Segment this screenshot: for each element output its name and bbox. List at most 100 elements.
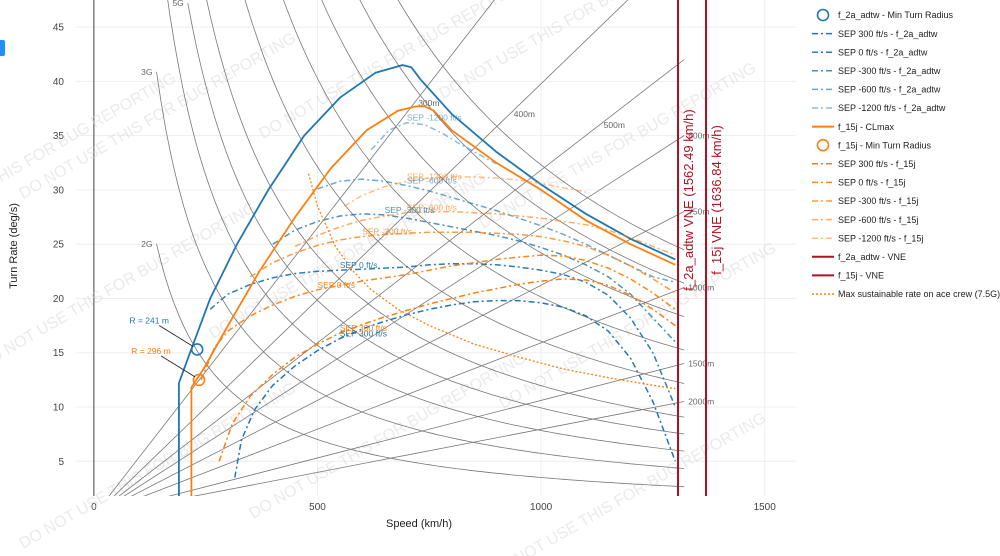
min-turn-radius-annotation: R = 296 m <box>131 346 170 356</box>
legend-label: Max sustainable rate on ace crew (7.5G) <box>838 289 1000 299</box>
sep-line-adtw <box>234 299 677 478</box>
watermark-text: DO NOT USE THIS FOR BUG REPORTING <box>246 350 529 523</box>
y-tick-label: 5 <box>58 457 64 468</box>
min-turn-radius-marker-f15j[interactable] <box>192 373 206 387</box>
x-tick-label: 0 <box>91 502 97 513</box>
annotation-arrow <box>158 325 194 347</box>
g-line-label: 6G <box>190 0 201 1</box>
g-line <box>156 71 685 469</box>
legend-item[interactable]: f_15j - Min Turn Radius <box>816 138 932 152</box>
radius-line-label: 600m <box>688 131 709 141</box>
legend-item[interactable]: f_15j - VNE <box>812 271 884 281</box>
x-tick-label: 1000 <box>530 502 553 513</box>
g-line <box>244 0 685 384</box>
radius-line-label: 1500m <box>688 359 714 369</box>
legend-label: SEP 0 ft/s - f_15j <box>838 178 905 188</box>
g-line-label: 2G <box>141 239 152 249</box>
radius-line <box>118 59 685 496</box>
sep-line-adtw <box>317 178 676 283</box>
sep-line-label: SEP -600 ft/s <box>407 176 457 186</box>
legend-label: f_2a_adtw - Min Turn Radius <box>838 10 954 20</box>
legend-item[interactable]: SEP 300 ft/s - f_15j <box>812 159 915 169</box>
legend-label: f_15j - CLmax <box>838 122 895 132</box>
y-tick-label: 10 <box>53 403 65 414</box>
g-line <box>156 243 685 488</box>
clmax-line-f15j <box>190 105 676 496</box>
legend-marker-swatch <box>816 8 830 22</box>
sep-line-adtw <box>272 213 676 343</box>
watermark-text: DO NOT USE THIS FOR BUG REPORTING <box>496 240 779 413</box>
vne-label-f15j: f_15j VNE (1636.84 km/h) <box>709 125 724 275</box>
y-tick-label: 45 <box>53 23 65 34</box>
legend-item[interactable]: SEP -600 ft/s - f_15j <box>812 215 918 225</box>
legend-label: f_15j - VNE <box>838 271 884 281</box>
clmax-line-adtw <box>178 64 676 496</box>
sep-line-adtw <box>209 262 676 408</box>
legend-item[interactable]: SEP -600 ft/s - f_2a_adtw <box>812 85 941 95</box>
legend-item[interactable]: Max sustainable rate on ace crew (7.5G) <box>812 289 1000 299</box>
sep-line-f15j <box>200 254 676 381</box>
legend-item[interactable]: SEP -300 ft/s - f_2a_adtw <box>812 66 941 76</box>
legend-label: SEP -300 ft/s - f_2a_adtw <box>838 66 941 76</box>
y-tick-label: 20 <box>53 294 65 305</box>
sep-line-label: SEP 300 ft/s <box>340 323 387 333</box>
vne-label-adtw: f_2a_adtw VNE (1562.49 km/h) <box>681 109 696 290</box>
legend-item[interactable]: f_2a_adtw - VNE <box>812 252 906 262</box>
sep-line-label: SEP -300 ft/s <box>362 227 412 237</box>
legend-label: f_15j - Min Turn Radius <box>838 140 932 150</box>
radius-line <box>192 401 685 496</box>
y-axis-title: Turn Rate (deg/s) <box>8 203 20 289</box>
radius-line-label: 500m <box>604 120 625 130</box>
legend-item[interactable]: f_15j - CLmax <box>812 122 895 132</box>
g-line <box>321 0 685 317</box>
g-line <box>206 0 685 418</box>
x-tick-label: 1500 <box>754 502 777 513</box>
g-line <box>187 3 685 435</box>
watermark-text: DO NOT USE THIS FOR BUG REPORTING <box>16 30 299 203</box>
g-line-label: 5G <box>172 0 183 8</box>
legend-item[interactable]: SEP 300 ft/s - f_2a_adtw <box>812 29 938 39</box>
g-line-label: 3G <box>141 67 152 77</box>
legend-label: f_2a_adtw - VNE <box>838 252 906 262</box>
y-tick-label: 35 <box>53 131 65 142</box>
legend-label: SEP 300 ft/s - f_2a_adtw <box>838 29 938 39</box>
legend: f_2a_adtw - Min Turn Radius SEP 300 ft/s … <box>812 8 1000 299</box>
x-tick-label: 500 <box>309 502 326 513</box>
sep-line-label: SEP -1200 ft/s <box>407 171 462 181</box>
legend-item[interactable]: SEP -300 ft/s - f_15j <box>812 196 918 206</box>
sep-line-label: SEP 0 ft/s <box>317 280 355 290</box>
g-line <box>359 0 685 284</box>
min-turn-radius-marker-adtw[interactable] <box>190 343 204 356</box>
legend-item[interactable]: f_2a_adtw - Min Turn Radius <box>816 8 954 22</box>
legend-item[interactable]: SEP -1200 ft/s - f_15j <box>812 233 923 243</box>
y-tick-label: 25 <box>53 240 65 251</box>
legend-marker-swatch <box>816 138 830 152</box>
legend-item[interactable]: SEP -1200 ft/s - f_2a_adtw <box>812 103 946 113</box>
radius-line-label: 750m <box>688 207 709 217</box>
sep-line-f15j <box>343 176 586 207</box>
legend-label: SEP -300 ft/s - f_15j <box>838 196 918 206</box>
radius-line-label: 300m <box>418 98 439 108</box>
min-turn-radius-annotation: R = 241 m <box>129 315 168 325</box>
sustained-rate-line <box>307 173 676 390</box>
legend-label: SEP -600 ft/s - f_15j <box>838 215 918 225</box>
legend-label: SEP -1200 ft/s - f_15j <box>838 233 923 243</box>
legend-item[interactable]: SEP 0 ft/s - f_2a_adtw <box>812 47 928 57</box>
y-tick-label: 30 <box>53 185 65 196</box>
legend-item[interactable]: SEP 0 ft/s - f_15j <box>812 178 905 188</box>
sep-line-f15j <box>250 231 676 294</box>
sep-line-adtw <box>370 121 497 165</box>
watermark-text: DO NOT USE THIS FOR BUG REPORTING <box>0 200 259 373</box>
y-tick-label: 40 <box>53 77 65 88</box>
panel-tab-indicator[interactable] <box>0 40 5 56</box>
legend-label: SEP -1200 ft/s - f_2a_adtw <box>838 103 946 113</box>
sep-line-label: SEP -600 ft/s <box>407 203 457 213</box>
g-line <box>167 0 685 452</box>
legend-label: SEP 0 ft/s - f_2a_adtw <box>838 47 928 57</box>
g-line <box>283 0 685 351</box>
sep-line-label: SEP -1200 ft/s <box>407 113 462 123</box>
sep-line-label: SEP -300 ft/s <box>385 205 435 215</box>
sep-line-f15j <box>294 210 676 256</box>
sep-line-label: SEP 0 ft/s <box>340 260 378 270</box>
